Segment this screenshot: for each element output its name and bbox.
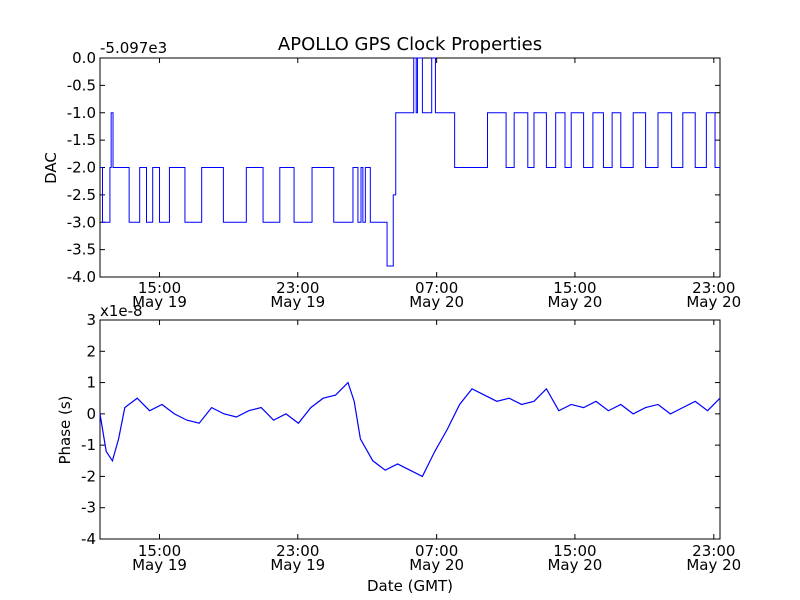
- phase-x-tick-time: 07:00: [415, 542, 458, 560]
- phase-series-line: [99, 381, 721, 478]
- dac-offset-label: -5.097e3: [100, 39, 167, 57]
- phase-y-tick-label: -2: [81, 467, 96, 485]
- phase-y-ticks: 3 2 1 0 -1 -2 -3 -4: [81, 311, 720, 548]
- phase-offset-label: x1e-8: [100, 302, 143, 320]
- dac-y-ticks: 0.0 -0.5 -1.0 -1.5 -2.0 -2.5 -3.0 -3.5 -4.0: [67, 49, 720, 286]
- dac-y-tick-label: -1.5: [67, 131, 96, 149]
- dac-y-tick-label: 0.0: [72, 49, 96, 67]
- dac-x-tick-time: 23:00: [692, 279, 735, 297]
- phase-x-tick-time: 23:00: [692, 542, 735, 560]
- dac-x-tick-date: May 19: [270, 293, 325, 311]
- dac-x-tick-date: May 20: [409, 293, 464, 311]
- phase-y-tick-label: -3: [81, 499, 96, 517]
- phase-x-tick-date: May 19: [270, 556, 325, 574]
- dac-x-tick-time: 15:00: [138, 279, 181, 297]
- dac-panel: -5.097e3 DAC 0.0 -0.5 -1.0 -1.5 -2.0 -2.5 -3.0…: [42, 39, 741, 311]
- dac-y-tick-label: -1.0: [67, 104, 96, 122]
- phase-x-tick-time: 15:00: [553, 542, 596, 560]
- chart-title: APOLLO GPS Clock Properties: [278, 34, 542, 55]
- dac-y-tick-label: -3.5: [67, 241, 96, 259]
- phase-y-tick-label: -4: [81, 530, 96, 548]
- phase-x-tick-date: May 20: [409, 556, 464, 574]
- phase-y-axis-label: Phase (s): [56, 395, 74, 464]
- dac-y-tick-label: -0.5: [67, 76, 96, 94]
- dac-x-tick-time: 15:00: [553, 279, 596, 297]
- phase-series: [99, 381, 721, 478]
- dac-x-tick-time: 23:00: [276, 279, 319, 297]
- phase-axes-frame: [99, 319, 721, 540]
- dac-x-tick-time: 07:00: [415, 279, 458, 297]
- phase-y-tick-label: 0: [86, 405, 96, 423]
- phase-y-tick-label: -1: [81, 436, 96, 454]
- dac-y-tick-label: -4.0: [67, 268, 96, 286]
- phase-y-tick-label: 1: [86, 374, 96, 392]
- phase-x-tick-date: May 20: [547, 556, 602, 574]
- phase-x-tick-date: May 19: [132, 556, 187, 574]
- phase-x-tick-date: May 20: [686, 556, 741, 574]
- dac-y-tick-label: -2.5: [67, 186, 96, 204]
- phase-y-tick-label: 3: [86, 311, 96, 329]
- dac-y-tick-label: -3.0: [67, 213, 96, 231]
- x-axis-label: Date (GMT): [367, 577, 453, 595]
- dac-x-tick-date: May 20: [686, 293, 741, 311]
- dac-series-line: [100, 57, 720, 267]
- dac-x-tick-date: May 20: [547, 293, 602, 311]
- phase-y-tick-label: 2: [86, 342, 96, 360]
- dac-x-tick-date: May 19: [132, 293, 187, 311]
- dac-y-tick-label: -2.0: [67, 159, 96, 177]
- dac-y-axis-label: DAC: [42, 152, 60, 184]
- phase-x-tick-time: 15:00: [138, 542, 181, 560]
- dac-series: [100, 57, 720, 267]
- phase-panel: x1e-8 Phase (s) Date (GMT) 3210-1-2-3-4 …: [56, 302, 741, 595]
- phase-x-tick-time: 23:00: [276, 542, 319, 560]
